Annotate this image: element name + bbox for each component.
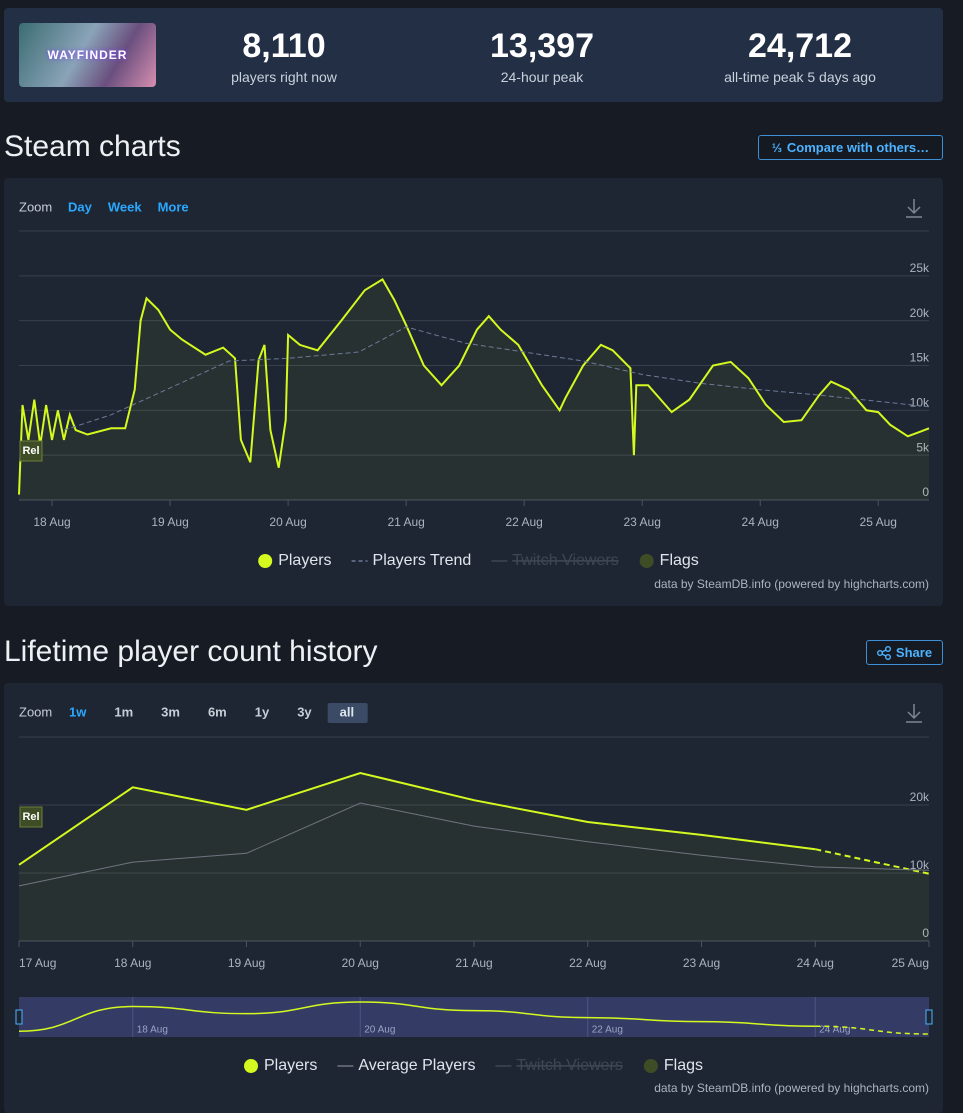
chart-panel — [4, 683, 943, 1113]
stat: 24,712 all-time peak 5 days ago — [680, 26, 920, 85]
button-icon: ⅓ — [771, 140, 782, 155]
share-icon — [876, 645, 891, 660]
button-label: Share — [895, 645, 933, 660]
stat-value: 13,397 — [490, 27, 594, 65]
thumbnail-logo: WAYFINDER — [47, 48, 128, 62]
stat-label: 24-hour peak — [500, 69, 584, 85]
stat-value: 24,712 — [748, 27, 852, 65]
stat-label: all-time peak 5 days ago — [724, 69, 876, 85]
share-button[interactable]: Share — [866, 640, 943, 665]
compare-button[interactable]: ⅓ Compare with others… — [758, 135, 943, 160]
stat: 8,110 players right now — [164, 26, 404, 85]
button-label: Compare with others… — [786, 140, 930, 155]
chart-panel — [4, 178, 943, 606]
section-title: Lifetime player count history — [4, 635, 378, 668]
stat-value: 8,110 — [242, 27, 326, 65]
stat: 13,397 24-hour peak — [422, 26, 662, 85]
stat-label: players right now — [231, 69, 337, 85]
game-thumbnail[interactable]: WAYFINDER — [19, 23, 156, 87]
stats-panel: WAYFINDER 8,110 players right now 13,397 2… — [4, 8, 943, 102]
section-title: Steam charts — [4, 130, 181, 163]
